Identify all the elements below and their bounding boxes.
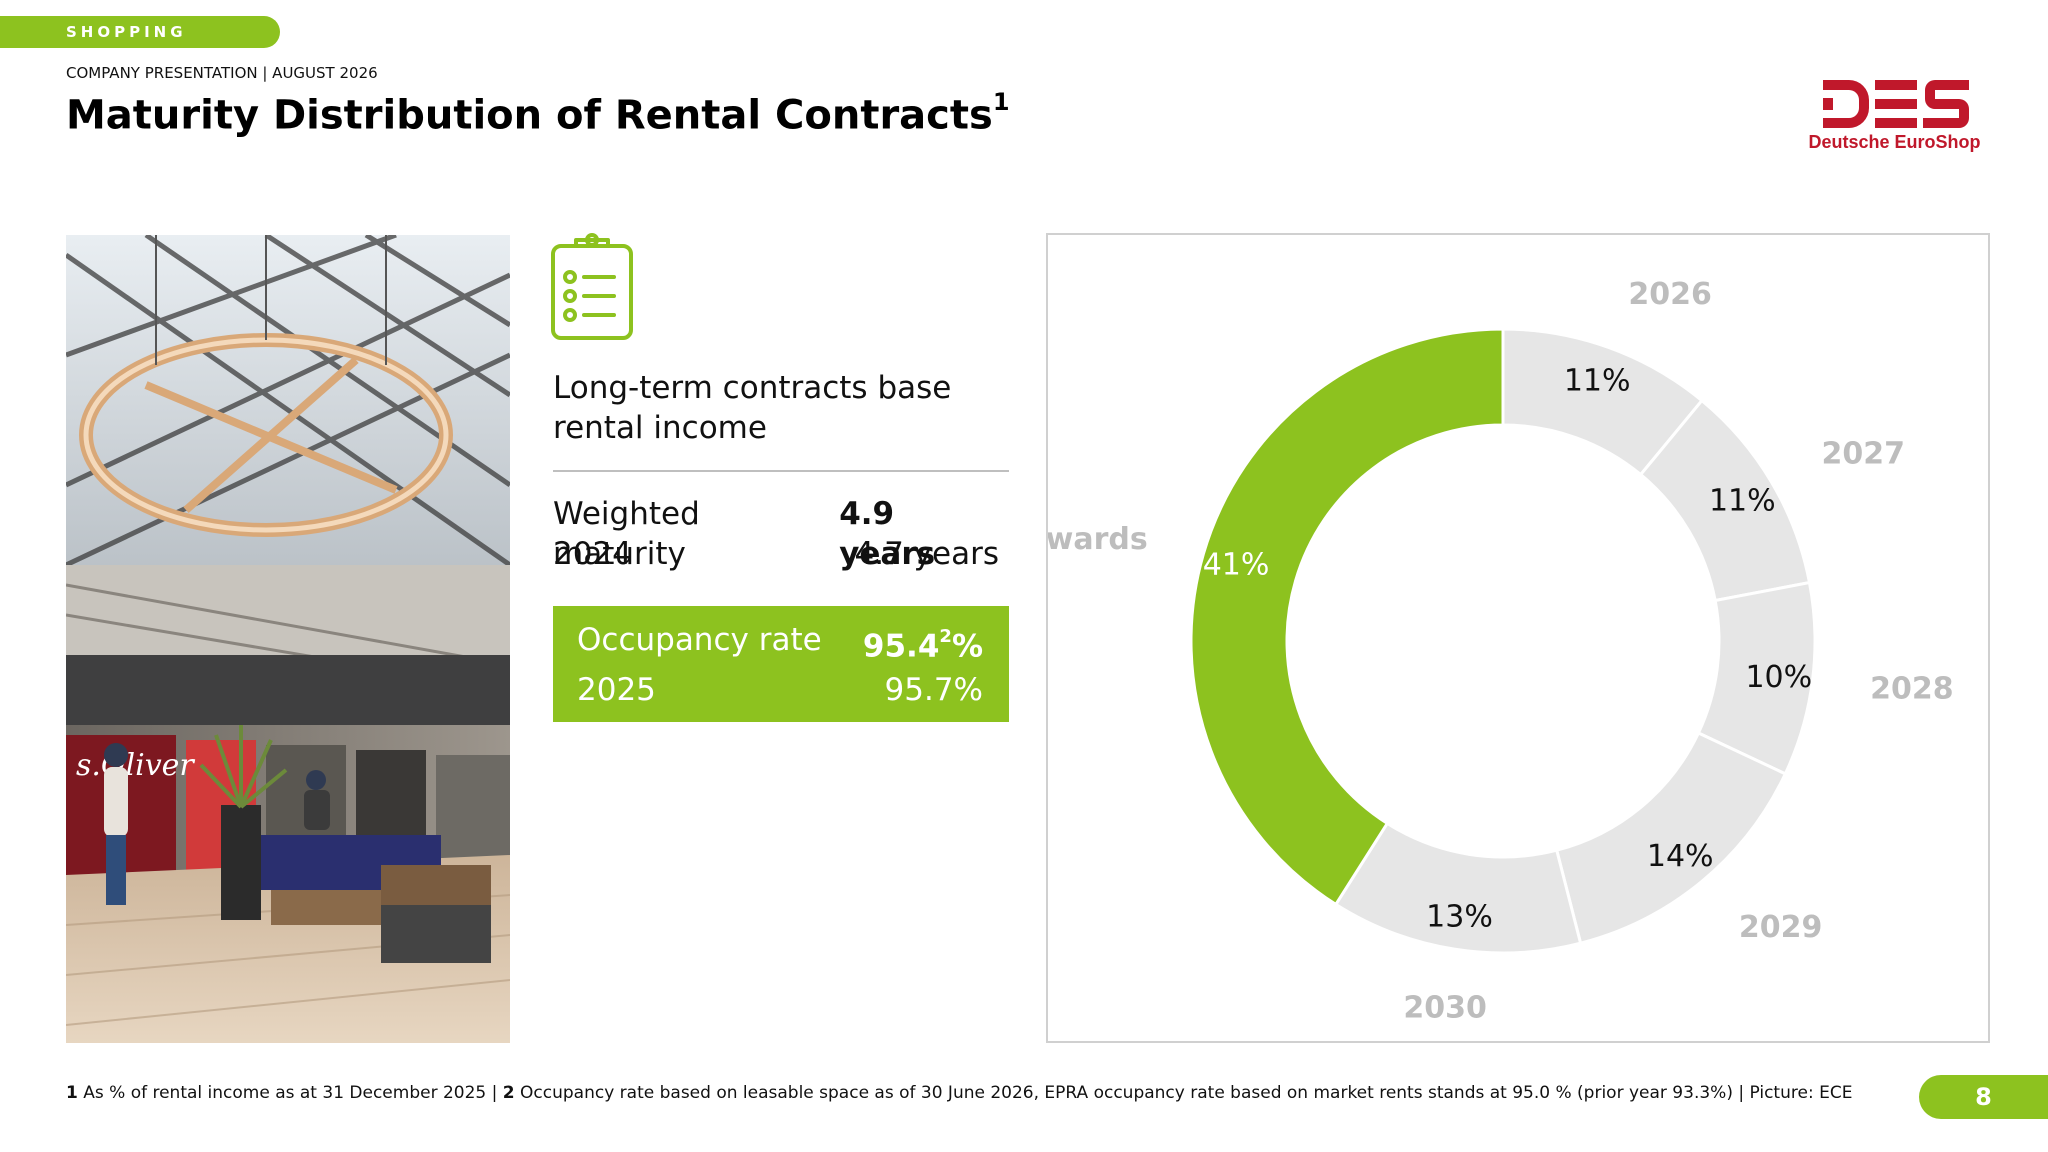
presentation-subtitle: COMPANY PRESENTATION | AUGUST 2026 <box>66 64 378 82</box>
weighted-maturity-value: 4.9 years <box>839 496 936 572</box>
value-label-2028: 10% <box>1745 660 1812 695</box>
divider <box>553 470 1009 472</box>
prior-maturity-value: 4.7 years <box>854 536 999 572</box>
occupancy-prior-value: 95.7% <box>884 672 983 708</box>
footnote-1-number: 1 <box>66 1083 78 1103</box>
footnote-2-text: Occupancy rate based on leasable space a… <box>514 1083 1853 1103</box>
logo-wordmark: Deutsche EuroShop <box>1808 132 1981 152</box>
long-term-line-1: Long-term contracts base <box>553 370 952 406</box>
slice-2031-onwards <box>1189 327 1505 907</box>
occupancy-row: Occupancy rate 95.42% <box>577 620 983 666</box>
page-number: 8 <box>1919 1075 2048 1119</box>
footnote: 1 As % of rental income as at 31 Decembe… <box>66 1083 1852 1103</box>
footnote-1-text: As % of rental income as at 31 December … <box>77 1083 503 1103</box>
company-logo: Deutsche EuroShop <box>1797 80 1992 160</box>
occupancy-unit: % <box>951 628 983 665</box>
maturity-donut-chart: 11% 2026 11% 2027 10% 2028 14% 2029 13% 2030 41% 20… <box>910 277 1954 1026</box>
occupancy-label: Occupancy rate <box>577 622 822 658</box>
prior-maturity-row: 2024 4.7 years <box>553 534 999 574</box>
long-term-line-2: rental income <box>553 410 767 446</box>
occupancy-box: Occupancy rate 95.42% 2025 95.7% <box>553 606 1009 722</box>
occupancy-prior-label: 2025 <box>577 672 656 708</box>
prior-maturity-label: 2024 <box>553 536 632 572</box>
value-label-2026: 11% <box>1564 363 1631 398</box>
category-label-2029: 2029 <box>1739 910 1823 945</box>
title-footnote-mark: 1 <box>992 88 1010 116</box>
clipboard-list-icon <box>551 233 633 340</box>
shopping-mall-photo: s.Oliver <box>66 235 510 1043</box>
category-label-2031-onwards: 2031 onwards <box>1048 522 1148 557</box>
category-label-2026: 2026 <box>1628 277 1712 312</box>
value-label-2027: 11% <box>1709 483 1776 518</box>
page-title-text: Maturity Distribution of Rental Contract… <box>66 92 993 139</box>
chart-frame: 11% 2026 11% 2027 10% 2028 14% 2029 13% 2030 41% 20… <box>910 233 1990 1043</box>
category-label-2030: 2030 <box>1403 990 1487 1025</box>
occupancy-value: 95.42% <box>863 620 983 666</box>
occupancy-footnote-mark: 2 <box>939 626 952 647</box>
value-label-2031-onwards: 41% <box>1203 547 1270 582</box>
occupancy-prior-row: 2025 95.7% <box>577 670 983 710</box>
mall-illustration: s.Oliver <box>66 235 510 1043</box>
value-label-2029: 14% <box>1647 839 1714 874</box>
occupancy-number: 95.4 <box>862 628 940 665</box>
value-label-2030: 13% <box>1426 900 1493 935</box>
category-label-2028: 2028 <box>1870 671 1954 706</box>
des-logo-mark-icon <box>1823 80 1969 128</box>
category-label-2027: 2027 <box>1821 437 1905 472</box>
svg-text:s.Oliver: s.Oliver <box>76 748 195 783</box>
footnote-2-number: 2 <box>502 1083 515 1103</box>
weighted-maturity-row: Weighted maturity 4.9 years <box>553 494 999 574</box>
page-title: Maturity Distribution of Rental Contract… <box>66 88 1010 139</box>
weighted-maturity-label: Weighted maturity <box>553 496 700 572</box>
section-tag: SHOPPING CENTERS <box>0 16 280 73</box>
long-term-contracts-text: Long-term contracts base rental income <box>553 368 993 448</box>
